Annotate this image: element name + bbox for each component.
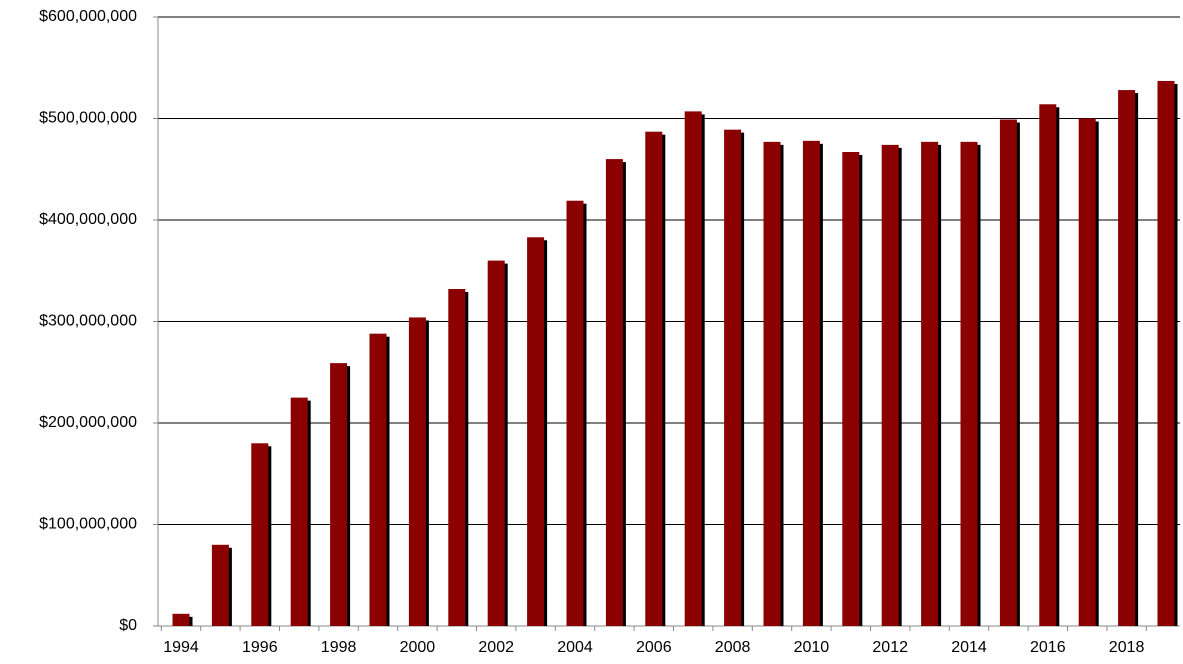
bar	[724, 129, 742, 627]
bar	[448, 289, 466, 626]
y-tick-label: $600,000,000	[39, 8, 137, 25]
bar	[960, 141, 978, 626]
bar	[369, 333, 387, 626]
bar	[645, 131, 663, 626]
x-tick-label: 1998	[321, 639, 357, 656]
bar	[881, 144, 899, 626]
y-tick-label: $0	[119, 617, 137, 634]
bar	[527, 237, 545, 626]
bar	[330, 363, 348, 626]
x-tick-label: 2002	[478, 639, 514, 656]
x-tick-label: 2004	[557, 639, 593, 656]
bar	[763, 141, 781, 626]
x-tick-label: 2018	[1109, 639, 1145, 656]
bar	[842, 151, 860, 626]
bar	[290, 397, 308, 626]
bar	[1118, 90, 1136, 626]
bar	[251, 443, 269, 626]
x-tick-label: 2000	[400, 639, 436, 656]
x-tick-label: 2014	[951, 639, 987, 656]
bar	[487, 260, 505, 626]
bar	[1039, 104, 1057, 627]
bar	[1157, 80, 1175, 626]
bar	[1078, 118, 1096, 626]
bar	[408, 317, 426, 626]
bar	[684, 111, 702, 626]
y-tick-label: $500,000,000	[39, 110, 137, 127]
x-tick-label: 1994	[163, 639, 199, 656]
x-tick-label: 2012	[872, 639, 908, 656]
y-tick-label: $200,000,000	[39, 414, 137, 431]
bar	[921, 141, 939, 626]
bar	[566, 200, 584, 626]
y-tick-label: $400,000,000	[39, 211, 137, 228]
x-tick-label: 2006	[636, 639, 672, 656]
x-tick-label: 2016	[1030, 639, 1066, 656]
bar	[211, 544, 229, 626]
y-tick-label: $300,000,000	[39, 313, 137, 330]
x-tick-label: 2010	[794, 639, 830, 656]
bar	[999, 119, 1017, 626]
x-tick-label: 2008	[715, 639, 751, 656]
y-tick-label: $100,000,000	[39, 516, 137, 533]
bar	[172, 613, 190, 626]
x-tick-label: 1996	[242, 639, 278, 656]
bar	[802, 140, 820, 626]
bar	[605, 159, 623, 626]
